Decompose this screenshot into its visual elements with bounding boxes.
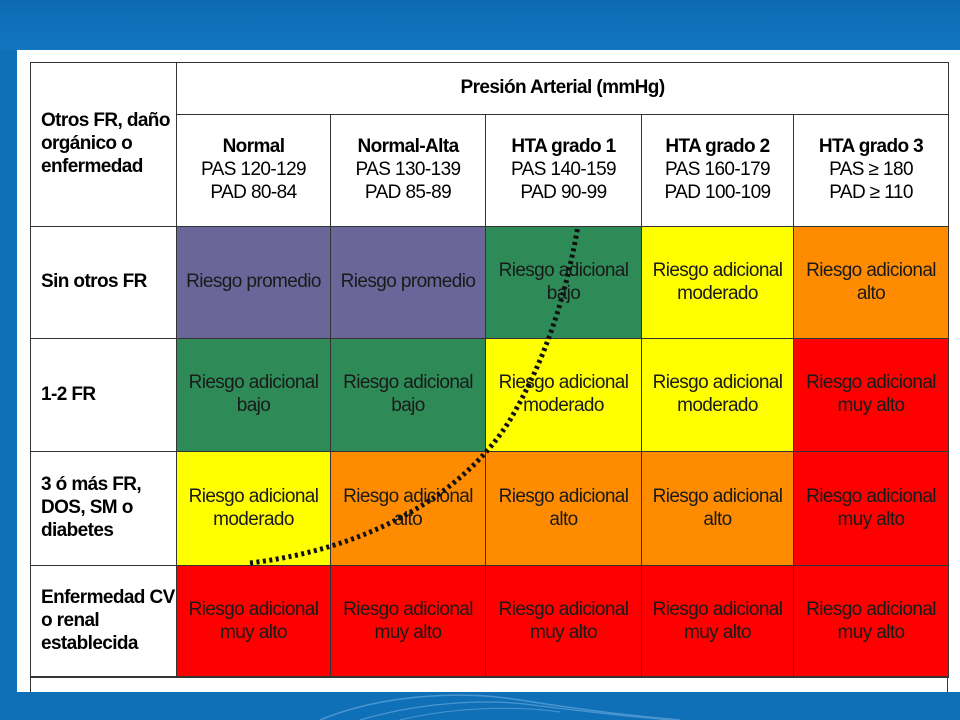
risk-cell: Riesgo adicional moderado: [641, 226, 794, 339]
corner-header: Otros FR, daño orgánico o enfermedad: [30, 62, 177, 227]
risk-cell: Riesgo adicional muy alto: [792, 338, 950, 452]
risk-cell: Riesgo adicional bajo: [176, 338, 331, 452]
row-label: 1-2 FR: [30, 338, 177, 452]
risk-cell: Riesgo adicional muy alto: [792, 451, 950, 566]
column-header-hta-3: HTA grado 3 PAS ≥ 180 PAD ≥ 110: [792, 114, 950, 227]
risk-cell: Riesgo promedio: [176, 226, 331, 339]
risk-cell: Riesgo adicional bajo: [485, 226, 642, 339]
risk-cell: Riesgo adicional muy alto: [485, 565, 642, 678]
column-header-normal: Normal PAS 120-129 PAD 80-84: [176, 114, 331, 227]
column-header-row: Normal PAS 120-129 PAD 80-84 Normal-Alta…: [31, 114, 950, 227]
risk-cell: Riesgo adicional alto: [792, 226, 950, 339]
row-label: 3 ó más FR, DOS, SM o diabetes: [30, 451, 177, 566]
table-row: Enfermedad CV o renal establecida Riesgo…: [30, 565, 950, 678]
risk-table: Otros FR, daño orgánico o enfermedad Pre…: [30, 62, 950, 678]
blood-pressure-group-header: Presión Arterial (mmHg): [175, 62, 950, 115]
risk-cell: Riesgo adicional alto: [330, 451, 486, 566]
table-row: 3 ó más FR, DOS, SM o diabetes Riesgo ad…: [30, 451, 950, 566]
table-footer-strip: [30, 676, 948, 692]
risk-cell: Riesgo adicional alto: [641, 451, 794, 566]
decorative-swirl: [319, 694, 681, 720]
risk-cell: Riesgo adicional muy alto: [330, 565, 486, 678]
risk-cell: Riesgo adicional muy alto: [641, 565, 794, 678]
risk-cell: Riesgo promedio: [330, 226, 486, 339]
risk-cell: Riesgo adicional muy alto: [176, 565, 331, 678]
column-header-hta-1: HTA grado 1 PAS 140-159 PAD 90-99: [485, 114, 642, 227]
risk-cell: Riesgo adicional moderado: [485, 338, 642, 452]
column-header-hta-2: HTA grado 2 PAS 160-179 PAD 100-109: [641, 114, 794, 227]
row-label: Enfermedad CV o renal establecida: [30, 565, 177, 678]
table-row: 1-2 FR Riesgo adicional bajo Riesgo adic…: [30, 338, 950, 452]
risk-cell: Riesgo adicional bajo: [330, 338, 486, 452]
risk-cell: Riesgo adicional moderado: [176, 451, 331, 566]
row-label: Sin otros FR: [30, 226, 177, 339]
bottom-blue-band: [0, 692, 960, 720]
table-row: Sin otros FR Riesgo promedio Riesgo prom…: [30, 226, 950, 339]
column-header-normal-alta: Normal-Alta PAS 130-139 PAD 85-89: [330, 114, 486, 227]
top-blue-band: [0, 0, 960, 50]
risk-cell: Riesgo adicional muy alto: [792, 565, 950, 678]
risk-cell: Riesgo adicional moderado: [641, 338, 794, 452]
risk-cell: Riesgo adicional alto: [485, 451, 642, 566]
